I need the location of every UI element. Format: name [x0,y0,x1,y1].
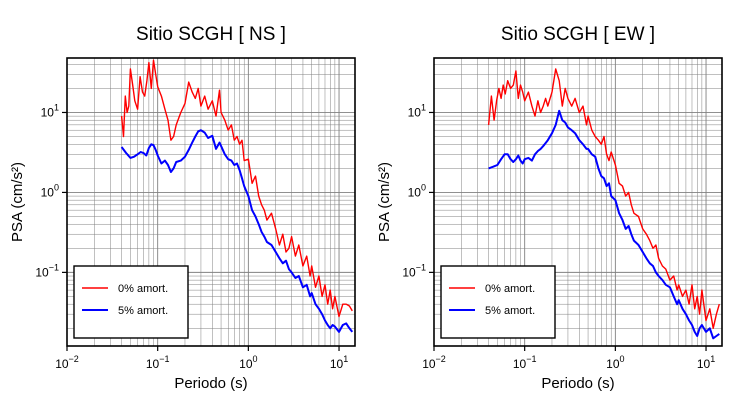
y-tick-label: 101 [41,102,59,119]
y-tick-label: 10−1 [35,262,59,279]
x-tick-label: 100 [239,354,257,371]
x-tick-label: 100 [606,354,624,371]
plot-frame [66,57,356,347]
x-tick-label: 10−1 [146,354,170,371]
y-tick-label: 100 [41,182,59,199]
series-line-undamped [120,59,353,318]
x-tick-label: 10−1 [513,354,537,371]
legend: 0% amort. 5% amort. [440,265,556,339]
x-tick-label: 10−2 [422,354,446,371]
legend-box [73,265,189,339]
chart-panel-0: 10−2 10−1 100 101 10−1 100 101 Sitio SCGH [ NS … [9,24,356,392]
legend-entry: 5% amort. [485,305,535,317]
x-axis-label: Periodo (s) [541,375,614,392]
legend-entry: 0% amort. [118,283,168,295]
chart-title: Sitio SCGH [ NS ] [136,24,286,45]
y-tick-label: 101 [408,102,426,119]
series-line-undamped [487,68,720,329]
x-tick-label: 101 [330,354,348,371]
grid-lines [433,58,722,346]
y-axis-label: PSA (cm/s²) [376,162,393,242]
y-tick-label: 100 [408,182,426,199]
legend: 0% amort. 5% amort. [73,265,189,339]
legend-box [440,265,556,339]
plot-frame [433,57,723,347]
series-line-damped [488,109,720,340]
legend-entry: 0% amort. [485,283,535,295]
legend-entry: 5% amort. [118,305,168,317]
y-tick-label: 10−1 [402,262,426,279]
x-tick-label: 101 [697,354,715,371]
chart-panel-1: 10−2 10−1 100 101 10−1 100 101 Sitio SCGH [ EW … [376,24,723,392]
x-tick-label: 10−2 [55,354,79,371]
series-line-damped [120,129,354,333]
y-axis-label: PSA (cm/s²) [9,162,26,242]
x-axis-label: Periodo (s) [174,375,247,392]
chart-title: Sitio SCGH [ EW ] [501,24,655,45]
